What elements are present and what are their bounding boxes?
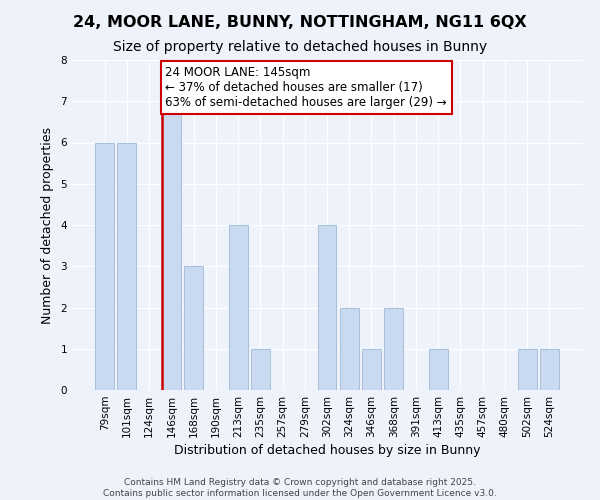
Bar [251, 349, 270, 390]
Bar [362, 349, 381, 390]
Bar [162, 101, 181, 390]
Text: Contains HM Land Registry data © Crown copyright and database right 2025.
Contai: Contains HM Land Registry data © Crown c… [103, 478, 497, 498]
Bar [184, 266, 203, 390]
Bar [384, 308, 403, 390]
Bar [95, 142, 114, 390]
Text: 24 MOOR LANE: 145sqm
← 37% of detached houses are smaller (17)
63% of semi-detac: 24 MOOR LANE: 145sqm ← 37% of detached h… [165, 66, 447, 109]
Bar [317, 225, 337, 390]
Bar [540, 349, 559, 390]
Bar [429, 349, 448, 390]
Bar [340, 308, 359, 390]
Text: Size of property relative to detached houses in Bunny: Size of property relative to detached ho… [113, 40, 487, 54]
Text: 24, MOOR LANE, BUNNY, NOTTINGHAM, NG11 6QX: 24, MOOR LANE, BUNNY, NOTTINGHAM, NG11 6… [73, 15, 527, 30]
Bar [518, 349, 536, 390]
Y-axis label: Number of detached properties: Number of detached properties [41, 126, 53, 324]
Bar [229, 225, 248, 390]
X-axis label: Distribution of detached houses by size in Bunny: Distribution of detached houses by size … [174, 444, 480, 457]
Bar [118, 142, 136, 390]
